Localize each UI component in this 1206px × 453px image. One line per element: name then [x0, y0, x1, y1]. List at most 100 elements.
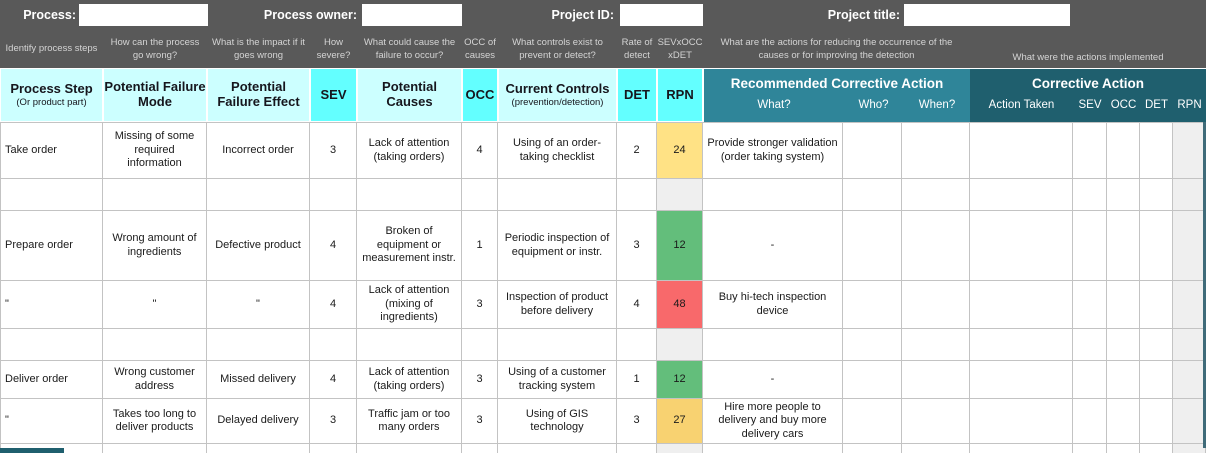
- cell-det[interactable]: 3: [617, 211, 657, 281]
- cell-controls[interactable]: Using of an order-taking checklist: [498, 123, 617, 179]
- cell-what[interactable]: Hire more people to delivery and buy mor…: [703, 399, 843, 444]
- cell-causes[interactable]: Traffic jam or too many orders: [357, 399, 462, 444]
- cell-rpn[interactable]: [657, 444, 703, 453]
- cell-when[interactable]: [902, 444, 970, 453]
- cell-sev2[interactable]: [1073, 361, 1107, 399]
- cell-mode[interactable]: [103, 179, 207, 211]
- cell-what[interactable]: -: [703, 361, 843, 399]
- cell-det2[interactable]: [1140, 123, 1173, 179]
- cell-rpn[interactable]: 12: [657, 211, 703, 281]
- cell-det2[interactable]: [1140, 329, 1173, 361]
- cell-det[interactable]: 4: [617, 281, 657, 329]
- cell-who[interactable]: [843, 329, 902, 361]
- cell-sev2[interactable]: [1073, 399, 1107, 444]
- cell-rpn[interactable]: [657, 179, 703, 211]
- cell-action[interactable]: [970, 211, 1073, 281]
- cell-det[interactable]: [617, 179, 657, 211]
- cell-effect[interactable]: [207, 179, 310, 211]
- cell-effect[interactable]: Delayed delivery: [207, 399, 310, 444]
- cell-rpn2[interactable]: [1173, 399, 1206, 444]
- cell-effect[interactable]: [207, 444, 310, 453]
- process-input[interactable]: [79, 4, 208, 26]
- cell-mode[interactable]: ": [103, 281, 207, 329]
- cell-sev[interactable]: 4: [310, 361, 357, 399]
- cell-what[interactable]: Provide stronger validation (order takin…: [703, 123, 843, 179]
- cell-rpn2[interactable]: [1173, 361, 1206, 399]
- cell-occ[interactable]: 3: [462, 361, 498, 399]
- cell-when[interactable]: [902, 123, 970, 179]
- cell-det2[interactable]: [1140, 444, 1173, 453]
- cell-what[interactable]: [703, 329, 843, 361]
- cell-occ2[interactable]: [1107, 123, 1140, 179]
- cell-sev2[interactable]: [1073, 329, 1107, 361]
- cell-what[interactable]: -: [703, 211, 843, 281]
- cell-occ2[interactable]: [1107, 444, 1140, 453]
- cell-occ2[interactable]: [1107, 361, 1140, 399]
- cell-sev2[interactable]: [1073, 444, 1107, 453]
- cell-when[interactable]: [902, 361, 970, 399]
- process-owner-input[interactable]: [362, 4, 462, 26]
- cell-occ[interactable]: 1: [462, 211, 498, 281]
- cell-sev[interactable]: 3: [310, 399, 357, 444]
- cell-sev2[interactable]: [1073, 281, 1107, 329]
- cell-det2[interactable]: [1140, 281, 1173, 329]
- cell-rpn2[interactable]: [1173, 444, 1206, 453]
- cell-who[interactable]: [843, 444, 902, 453]
- cell-action[interactable]: [970, 179, 1073, 211]
- cell-rpn[interactable]: 27: [657, 399, 703, 444]
- cell-who[interactable]: [843, 179, 902, 211]
- cell-action[interactable]: [970, 123, 1073, 179]
- cell-rpn[interactable]: [657, 329, 703, 361]
- cell-rpn2[interactable]: [1173, 329, 1206, 361]
- cell-step[interactable]: Deliver order: [0, 361, 103, 399]
- cell-controls[interactable]: [498, 329, 617, 361]
- cell-occ2[interactable]: [1107, 399, 1140, 444]
- cell-occ2[interactable]: [1107, 211, 1140, 281]
- cell-controls[interactable]: Using of a customer tracking system: [498, 361, 617, 399]
- cell-occ2[interactable]: [1107, 329, 1140, 361]
- cell-det[interactable]: 2: [617, 123, 657, 179]
- cell-rpn2[interactable]: [1173, 123, 1206, 179]
- cell-rpn[interactable]: 48: [657, 281, 703, 329]
- cell-effect[interactable]: Incorrect order: [207, 123, 310, 179]
- cell-controls[interactable]: Periodic inspection of equipment or inst…: [498, 211, 617, 281]
- cell-rpn2[interactable]: [1173, 179, 1206, 211]
- cell-causes[interactable]: Broken of equipment or measurement instr…: [357, 211, 462, 281]
- cell-mode[interactable]: Wrong amount of ingredients: [103, 211, 207, 281]
- cell-det[interactable]: 1: [617, 361, 657, 399]
- cell-step[interactable]: ": [0, 281, 103, 329]
- cell-sev2[interactable]: [1073, 179, 1107, 211]
- cell-when[interactable]: [902, 211, 970, 281]
- cell-rpn2[interactable]: [1173, 281, 1206, 329]
- cell-causes[interactable]: Lack of attention (taking orders): [357, 123, 462, 179]
- cell-when[interactable]: [902, 179, 970, 211]
- cell-det2[interactable]: [1140, 179, 1173, 211]
- cell-sev[interactable]: [310, 329, 357, 361]
- cell-sev[interactable]: 4: [310, 211, 357, 281]
- cell-step[interactable]: ": [0, 399, 103, 444]
- cell-sev2[interactable]: [1073, 211, 1107, 281]
- cell-who[interactable]: [843, 399, 902, 444]
- cell-who[interactable]: [843, 123, 902, 179]
- cell-when[interactable]: [902, 399, 970, 444]
- cell-mode[interactable]: [103, 329, 207, 361]
- cell-who[interactable]: [843, 211, 902, 281]
- cell-what[interactable]: Buy hi-tech inspection device: [703, 281, 843, 329]
- cell-det[interactable]: [617, 329, 657, 361]
- cell-what[interactable]: [703, 444, 843, 453]
- cell-occ[interactable]: 3: [462, 399, 498, 444]
- cell-occ[interactable]: [462, 329, 498, 361]
- cell-when[interactable]: [902, 329, 970, 361]
- cell-sev[interactable]: 3: [310, 123, 357, 179]
- cell-controls[interactable]: Using of GIS technology: [498, 399, 617, 444]
- cell-effect[interactable]: Defective product: [207, 211, 310, 281]
- cell-rpn[interactable]: 12: [657, 361, 703, 399]
- cell-sev[interactable]: [310, 179, 357, 211]
- cell-action[interactable]: [970, 399, 1073, 444]
- cell-occ[interactable]: [462, 179, 498, 211]
- cell-action[interactable]: [970, 444, 1073, 453]
- cell-what[interactable]: [703, 179, 843, 211]
- cell-who[interactable]: [843, 281, 902, 329]
- cell-occ[interactable]: 4: [462, 123, 498, 179]
- cell-mode[interactable]: Missing of some required information: [103, 123, 207, 179]
